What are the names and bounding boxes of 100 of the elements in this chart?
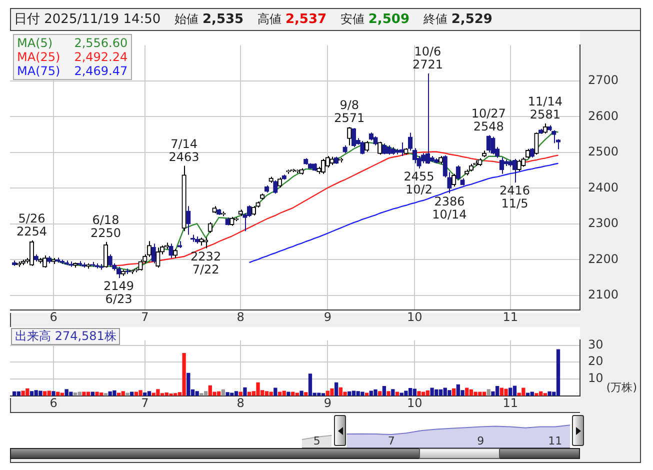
x-tick-label: 6 (50, 310, 58, 324)
candlestick (530, 148, 534, 158)
annotation: 出来高 274,581株 (11, 328, 120, 345)
candlestick (456, 164, 460, 180)
bar (138, 390, 142, 396)
candlestick (351, 128, 356, 148)
bar (504, 388, 508, 396)
bar (169, 393, 173, 396)
candlestick (490, 136, 496, 155)
candlestick (186, 206, 191, 236)
bar (95, 392, 99, 396)
y-tick-label: 2500 (588, 144, 619, 159)
x-tick-label: 5 (313, 434, 320, 448)
bar (200, 393, 204, 396)
bar (508, 388, 512, 396)
candlestick (425, 72, 430, 164)
bar (126, 392, 130, 396)
bar (147, 391, 152, 396)
candlestick (442, 154, 448, 178)
bar (21, 390, 25, 396)
bar (338, 387, 343, 396)
annotation: 2232 7/22 (190, 249, 222, 276)
x-tick-label: 11 (502, 396, 518, 410)
bar (104, 393, 108, 396)
annotation: 6/18 2250 (90, 212, 121, 240)
bar (512, 386, 517, 396)
bar (386, 391, 390, 396)
candlestick (525, 148, 530, 159)
bar (408, 388, 412, 396)
bar (300, 390, 304, 396)
bar (543, 393, 548, 396)
bar (264, 391, 269, 396)
candlestick (451, 173, 456, 187)
bar (374, 389, 378, 396)
bar (243, 387, 247, 396)
chart-title: 日付 2025/11/19 14:50 (14, 12, 161, 27)
text: 始値 2,535 (174, 12, 244, 27)
bar (522, 388, 526, 396)
y-axis-title: (万株) (606, 380, 637, 395)
bar (404, 390, 408, 396)
text: 安値 2,509 (340, 12, 410, 27)
bar (121, 391, 125, 396)
y-tick-label: 20 (588, 354, 604, 368)
y-tick-label: 2700 (588, 73, 619, 88)
x-tick-label: 7 (141, 396, 149, 410)
text: MA(25) 2,492.24 (17, 50, 128, 64)
candlestick (499, 156, 504, 174)
annotation: 9/8 2571 (334, 98, 365, 126)
text: 終値 2,529 (424, 12, 492, 27)
annotation: 7/14 2463 (168, 136, 200, 164)
candlestick (277, 177, 282, 188)
bar (534, 393, 538, 396)
annotation: 11/14 2581 (528, 94, 562, 122)
bar (160, 393, 164, 396)
y-tick-label: 10 (588, 371, 604, 386)
x-tick-label: 7 (388, 434, 395, 448)
bar (226, 392, 230, 396)
candlestick (382, 143, 387, 155)
candlestick (534, 132, 539, 156)
bar (304, 392, 308, 396)
x-tick-label: 7 (141, 310, 149, 324)
candlestick (42, 254, 48, 268)
candlestick (552, 130, 556, 144)
annotation: 2386 10/14 (432, 194, 467, 222)
candlestick (399, 142, 404, 157)
bar (204, 391, 208, 396)
bar (391, 389, 395, 396)
bar (382, 386, 386, 396)
x-tick-label: 10 (407, 310, 422, 324)
candlestick (360, 140, 365, 155)
x-tick-label: 8 (236, 396, 244, 410)
y-tick-label: 2200 (588, 252, 619, 266)
x-tick-label: 11 (548, 434, 562, 448)
bar (548, 391, 552, 396)
bar (274, 388, 278, 396)
text: 高値 2,537 (258, 12, 327, 27)
candlestick (364, 140, 370, 152)
x-tick-label: 9 (477, 434, 484, 448)
x-tick-label: 11 (502, 310, 518, 324)
bar (448, 390, 452, 396)
bar (82, 392, 86, 396)
candlestick (108, 254, 112, 268)
candlestick (347, 126, 352, 146)
y-tick-label: 30 (588, 337, 604, 352)
text: MA(5) 2,556.60 (17, 36, 128, 50)
candlestick (116, 266, 122, 278)
annotation: 2149 6/23 (104, 279, 134, 306)
bar (64, 389, 68, 396)
bar (343, 392, 347, 396)
candlestick (447, 172, 452, 194)
candlestick (168, 243, 174, 258)
bar (500, 388, 504, 396)
candlestick (320, 158, 326, 174)
bar (378, 391, 382, 396)
bar (417, 391, 421, 396)
bar (234, 391, 238, 396)
candlestick (208, 222, 212, 234)
bar (430, 388, 434, 396)
bar (465, 388, 469, 396)
bar (452, 388, 456, 396)
